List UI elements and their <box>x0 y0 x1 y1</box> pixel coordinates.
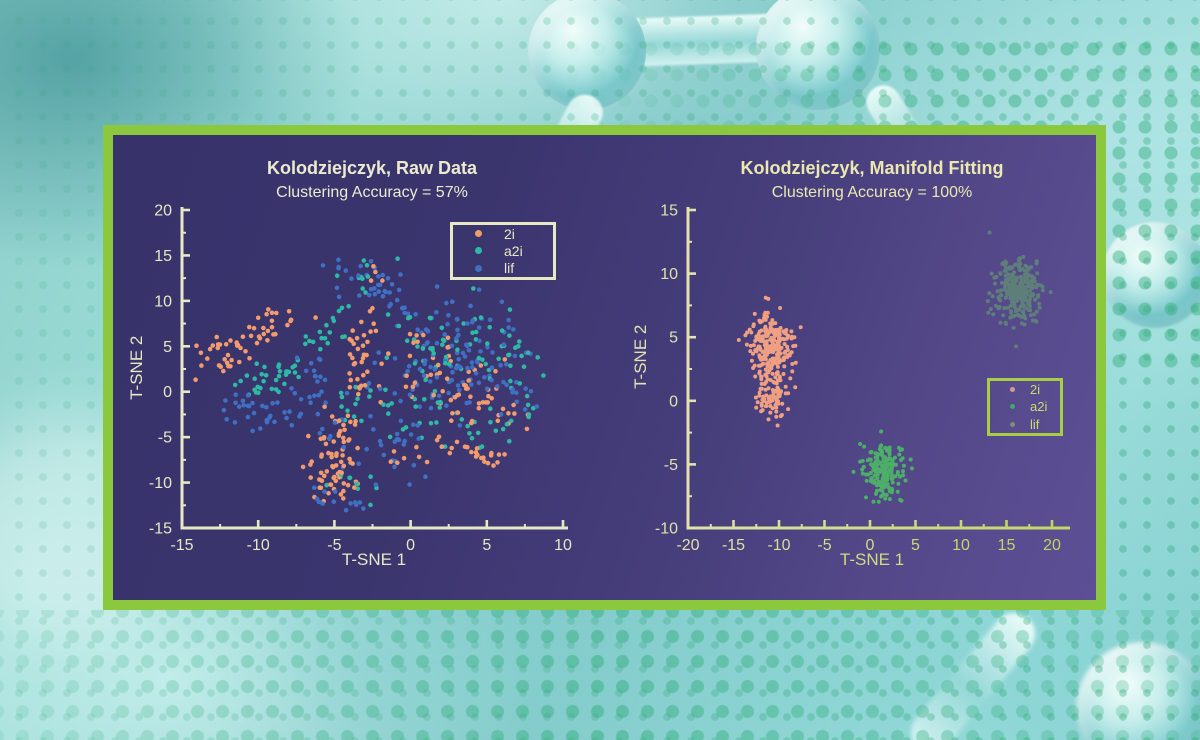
svg-text:0: 0 <box>163 384 172 401</box>
svg-text:5: 5 <box>482 537 491 554</box>
svg-text:-15: -15 <box>170 537 193 554</box>
legend-dot-2i <box>1010 387 1015 393</box>
legend-row-2i: 2i <box>453 225 553 242</box>
legend-label-lif: lif <box>1030 416 1040 432</box>
right-plot-title: Kolodziejczyk, Manifold Fitting <box>740 158 1004 178</box>
legend-dot-lif <box>1010 421 1015 427</box>
legend-dot-2i <box>475 230 482 238</box>
svg-text:20: 20 <box>1043 537 1061 554</box>
legend-row-2i: 2i <box>990 381 1060 398</box>
svg-text:0: 0 <box>866 537 875 554</box>
right-plot-subtitle: Clustering Accuracy = 100% <box>771 184 973 201</box>
legend-label-2i: 2i <box>504 225 515 242</box>
left-plot-xlabel: T-SNE 1 <box>341 550 407 569</box>
svg-text:-10: -10 <box>655 521 678 538</box>
right-plot-xlabel: T-SNE 1 <box>839 550 905 569</box>
svg-text:-15: -15 <box>149 521 172 538</box>
svg-text:20: 20 <box>154 203 172 220</box>
legend-label-a2i: a2i <box>1030 399 1048 415</box>
svg-text:-15: -15 <box>722 537 745 554</box>
svg-text:10: 10 <box>154 293 172 310</box>
right-plot-ylabel: T-SNE 2 <box>631 324 651 389</box>
left-plot-title: Kolodziejczyk, Raw Data <box>266 158 478 178</box>
svg-text:0: 0 <box>406 537 415 554</box>
svg-text:-10: -10 <box>149 475 172 492</box>
svg-text:-5: -5 <box>158 430 172 447</box>
svg-text:5: 5 <box>163 339 172 356</box>
legend-dot-a2i <box>475 247 482 255</box>
svg-text:-5: -5 <box>664 457 678 474</box>
legend-label-2i: 2i <box>1030 382 1041 398</box>
svg-text:10: 10 <box>952 537 970 554</box>
legend-dot-a2i <box>1010 404 1015 410</box>
legend-row-a2i: a2i <box>453 242 553 259</box>
left-plot-ylabel: T-SNE 2 <box>127 335 147 400</box>
svg-text:15: 15 <box>660 203 678 220</box>
legend-label-a2i: a2i <box>504 242 523 259</box>
right-plot-legend: 2i a2i lif <box>987 378 1063 436</box>
svg-text:-5: -5 <box>817 537 831 554</box>
svg-text:-20: -20 <box>676 537 699 554</box>
figure-panel: -15 -10 -5 0 5 10 -15 -10 -5 0 5 10 15 20 -20 -15 -10 -5 0… <box>103 125 1106 610</box>
left-plot-legend: 2i a2i lif <box>450 222 556 280</box>
svg-text:-10: -10 <box>247 537 270 554</box>
scatter-plots-canvas: -15 -10 -5 0 5 10 -15 -10 -5 0 5 10 15 20 -20 -15 -10 -5 0… <box>149 203 1070 554</box>
svg-text:15: 15 <box>998 537 1016 554</box>
svg-text:10: 10 <box>554 537 572 554</box>
legend-dot-lif <box>475 264 482 272</box>
legend-label-lif: lif <box>504 260 515 277</box>
left-plot-subtitle: Clustering Accuracy = 57% <box>276 184 468 201</box>
svg-text:5: 5 <box>911 537 920 554</box>
figure-panel-inner: -15 -10 -5 0 5 10 -15 -10 -5 0 5 10 15 20 -20 -15 -10 -5 0… <box>113 135 1096 600</box>
svg-text:15: 15 <box>154 248 172 265</box>
svg-text:5: 5 <box>669 330 678 347</box>
legend-row-a2i: a2i <box>990 398 1060 415</box>
legend-row-lif: lif <box>453 260 553 277</box>
svg-text:10: 10 <box>660 266 678 283</box>
svg-text:-5: -5 <box>327 537 341 554</box>
svg-text:-10: -10 <box>767 537 790 554</box>
legend-row-lif: lif <box>990 416 1060 433</box>
svg-text:0: 0 <box>669 393 678 410</box>
molecule-atom-edge <box>1102 222 1200 328</box>
